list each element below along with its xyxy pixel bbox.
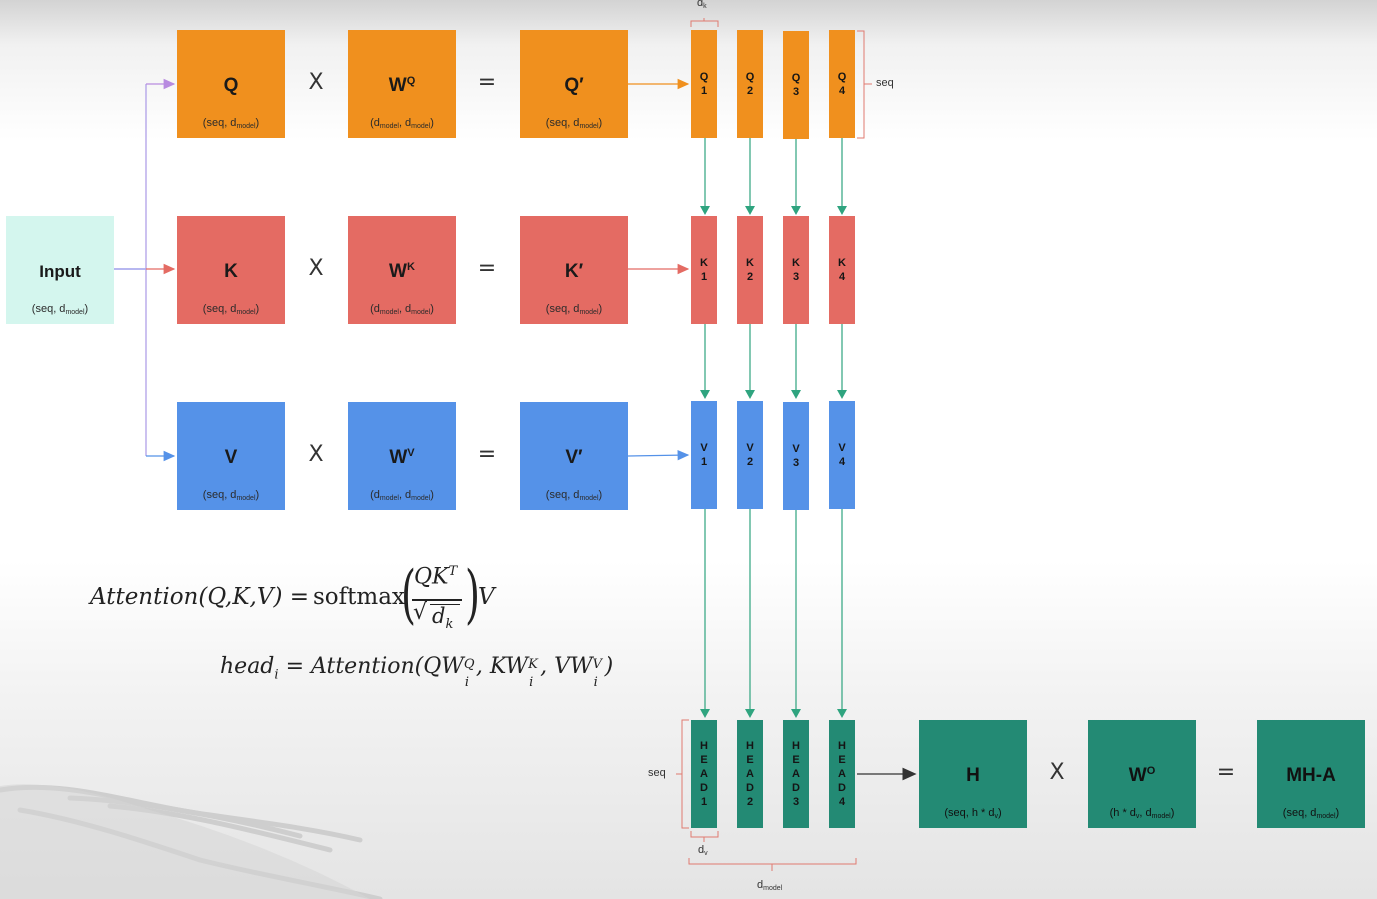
wq-box: WQ (dmodel, dmodel)	[348, 30, 456, 138]
wq-label: WQ	[388, 75, 416, 96]
sqrt-sign: √	[413, 600, 428, 625]
k-prime-label: K′	[564, 261, 584, 282]
wo-box: WO (h * dv, dmodel)	[1088, 720, 1196, 828]
q-label: Q	[223, 75, 239, 96]
v-prime-label: V′	[565, 447, 583, 468]
k-dim: (seq, dmodel)	[202, 303, 260, 316]
equals-op-v: =	[477, 442, 497, 467]
q-dim: (seq, dmodel)	[202, 117, 260, 130]
seq-label-top: seq	[876, 77, 894, 89]
q-prime-dim: (seq, dmodel)	[545, 117, 603, 130]
wo-dim: (h * dv, dmodel)	[1109, 807, 1175, 820]
v-label: V	[224, 447, 238, 468]
times-op-out: X	[1049, 760, 1065, 785]
wk-box: WK (dmodel, dmodel)	[348, 216, 456, 324]
attention-v: V	[478, 584, 495, 610]
equals-op-out: =	[1216, 760, 1236, 785]
times-op-v: X	[308, 442, 324, 467]
k-box: K (seq, dmodel)	[177, 216, 285, 324]
mha-dim: (seq, dmodel)	[1282, 807, 1340, 820]
v-prime-dim: (seq, dmodel)	[545, 489, 603, 502]
mha-label: MH-A	[1286, 765, 1336, 786]
k-prime-dim: (seq, dmodel)	[545, 303, 603, 316]
wk-dim: (dmodel, dmodel)	[370, 303, 434, 316]
sqrt-overline	[430, 604, 460, 606]
h-dim: (seq, h * dv)	[944, 807, 1002, 820]
wv-label: WV	[389, 447, 415, 468]
q-prime-box: Q′ (seq, dmodel)	[520, 30, 628, 138]
v-box: V (seq, dmodel)	[177, 402, 285, 510]
times-op-k: X	[308, 256, 324, 281]
times-op-q: X	[308, 70, 324, 95]
h-box: H (seq, h * dv)	[919, 720, 1027, 828]
equals-op-q: =	[477, 70, 497, 95]
v-prime-box: V′ (seq, dmodel)	[520, 402, 628, 510]
wo-label: WO	[1128, 765, 1156, 786]
wv-dim: (dmodel, dmodel)	[370, 489, 434, 502]
seq-label-bottom: seq	[648, 767, 666, 779]
q-box: Q (seq, dmodel)	[177, 30, 285, 138]
mha-box: MH-A (seq, dmodel)	[1257, 720, 1365, 828]
dmodel-label: dmodel	[757, 879, 783, 892]
wk-label: WK	[389, 261, 415, 282]
equals-op-k: =	[477, 256, 497, 281]
left-paren: (	[400, 558, 416, 632]
dk-label: dk	[697, 0, 707, 10]
fraction-denominator: dk	[432, 604, 454, 633]
q-prime-label: Q′	[564, 75, 584, 96]
v-dim: (seq, dmodel)	[202, 489, 260, 502]
fraction-numerator: QKT	[414, 564, 458, 590]
attention-formula: Attention(Q,K,V) = softmax ( QKT √ dk ) …	[90, 558, 510, 642]
softmax-word: softmax	[313, 584, 405, 610]
input-label: Input	[39, 262, 81, 281]
right-paren: )	[464, 558, 480, 632]
input-box: Input (seq, dmodel)	[6, 216, 114, 324]
fraction-bar	[412, 599, 462, 601]
k-label: K	[224, 261, 238, 282]
wv-box: WV (dmodel, dmodel)	[348, 402, 456, 510]
wq-dim: (dmodel, dmodel)	[370, 117, 434, 130]
attention-lhs: Attention(Q,K,V) =	[90, 584, 310, 610]
dv-label: dv	[698, 844, 708, 857]
h-label: H	[966, 765, 980, 786]
k-prime-box: K′ (seq, dmodel)	[520, 216, 628, 324]
input-dim: (seq, dmodel)	[31, 303, 89, 316]
